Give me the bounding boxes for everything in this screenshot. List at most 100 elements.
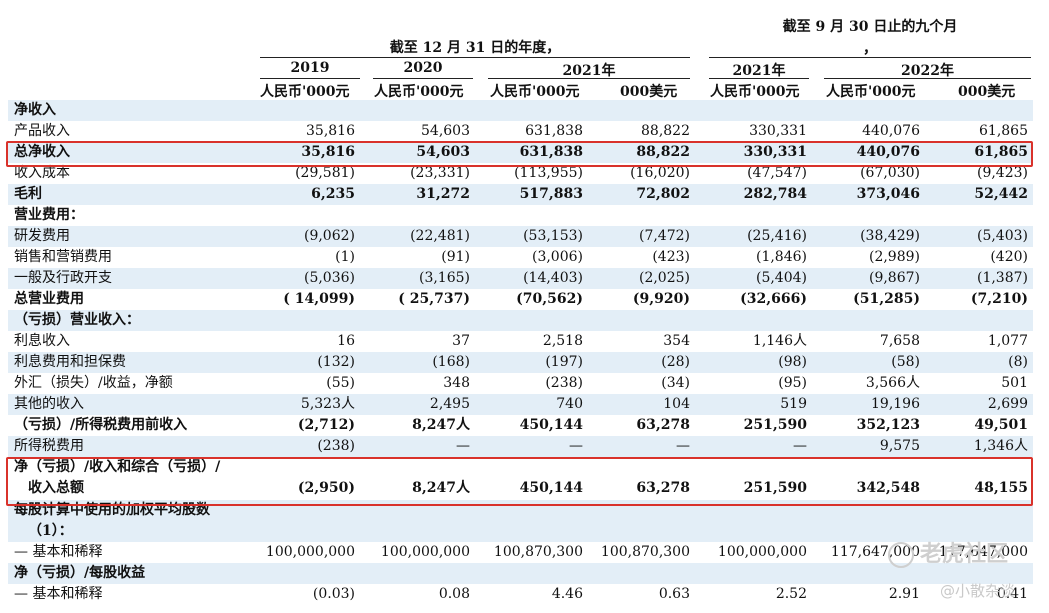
net-income-highlight [6,457,1033,506]
currency-header: 人民币'000元 [710,84,800,100]
value-cell: 450,144 [519,417,583,433]
value-cell: (3,006) [531,249,583,265]
value-cell: 54,603 [421,123,470,139]
nine-month-period-title: 截至 9 月 30 日止的九个月 [782,19,958,35]
value-cell: 61,865 [979,123,1028,139]
table-row: 所得税费用 (238) — — — — 9,575 1,346人 [8,436,1033,457]
value-cell: 88,822 [641,123,690,139]
value-cell: 501 [1001,375,1028,391]
value-cell: (5,404) [755,270,807,286]
value-cell: (238) [317,438,355,454]
value-cell: 100,000,000 [265,544,355,560]
value-cell: (9,062) [303,228,355,244]
value-cell: (29,581) [295,165,355,181]
value-cell: 450,144 [519,480,583,496]
value-cell: (51,285) [853,291,920,307]
year-rule-3 [488,78,690,79]
row-label: 所得税费用 [14,438,84,454]
row-label: 产品收入 [14,123,70,139]
value-cell: 100,870,300 [493,544,583,560]
row-label: （亏损）营业收入： [14,312,140,328]
value-cell: (9,920) [632,291,690,307]
row-label-continued: （1）： [28,523,73,539]
row-label: 净（亏损）/收入和综合（亏损）/ [14,459,221,475]
year-rule-2 [373,78,473,79]
value-cell: (2,989) [868,249,920,265]
table-row: 利息收入 16 37 2,518 354 1,146人 7,658 1,077 [8,331,1033,352]
value-cell: 373,046 [856,186,920,202]
row-label: （亏损）/所得税费用前收入 [14,417,188,433]
value-cell: (197) [545,354,583,370]
nine-month-period-comma: ， [863,41,877,57]
value-cell: (28) [661,354,690,370]
table-row: 利息费用和担保费 (132) (168) (197) (28) (98) (58) (8) [8,352,1033,373]
nine-title-rule [709,57,1031,58]
value-cell: 48,155 [974,480,1028,496]
value-cell: 1,146人 [752,333,807,349]
value-cell: 282,784 [743,186,807,202]
value-cell: 0.63 [658,586,690,602]
value-cell: (2,712) [297,417,355,433]
value-cell: 2,699 [987,396,1028,412]
row-label-continued: 收入总额 [28,480,84,496]
table-row: 总营业费用 ( 14,099) ( 25,737) (70,562) (9,920) (3… [8,289,1033,310]
value-cell: 2.52 [775,586,807,602]
value-cell: (168) [432,354,470,370]
value-cell: 330,331 [749,123,807,139]
value-cell: 440,076 [856,144,920,160]
value-cell: (423) [652,249,690,265]
row-label: 总营业费用 [14,291,84,307]
value-cell: (32,666) [740,291,807,307]
row-label: — 基本和稀释 [14,586,103,602]
year-2022-nine: 2022年 [901,63,954,79]
value-cell: 19,196 [871,396,920,412]
value-cell: (9,423) [976,165,1028,181]
value-cell: 4.46 [551,586,583,602]
value-cell: 117,647,000 [938,544,1028,560]
value-cell: 517,883 [519,186,583,202]
table-row: 净收入 [8,100,1033,121]
fy-title-rule [260,57,690,58]
value-cell: (0.03) [312,586,355,602]
value-cell: 16 [337,333,355,349]
year-2019: 2019 [290,60,330,76]
tiger-logo-icon [888,542,914,568]
value-cell: 8,247人 [412,417,470,433]
table-row: 外汇（损失）/收益，净额 (55) 348 (238) (34) (95) 3,566人 50… [8,373,1033,394]
table-row: 每股计算中使用的加权平均股数 （1）： [8,500,1033,542]
table-row: 净（亏损）/每股收益 [8,563,1033,584]
value-cell: 63,278 [636,417,690,433]
value-cell: (2,950) [297,480,355,496]
row-label: 利息收入 [14,333,70,349]
row-label: 外汇（损失）/收益，净额 [14,375,173,391]
row-label: 净（亏损）/每股收益 [14,565,146,581]
table-row: 销售和营销费用 (1) (91) (3,006) (423) (1,846) (2,989)… [8,247,1033,268]
value-cell: 9,575 [879,438,920,454]
value-cell: (38,429) [860,228,920,244]
table-row: （亏损）营业收入： [8,310,1033,331]
currency-header: 人民币'000元 [826,84,916,100]
row-label: — 基本和稀释 [14,544,103,560]
value-cell: — [456,438,470,454]
value-cell: 88,822 [636,144,690,160]
value-cell: (113,955) [514,165,583,181]
value-cell: (3,165) [418,270,470,286]
table-row: 总净收入 35,816 54,603 631,838 88,822 330,331 440,… [8,142,1033,163]
row-label: 一般及行政开支 [14,270,112,286]
year-2020: 2020 [403,60,443,76]
value-cell: 8,247人 [412,480,470,496]
total-net-revenue-highlight [6,141,1033,167]
value-cell: (34) [661,375,690,391]
value-cell: (9,867) [868,270,920,286]
table-row: 营业费用： [8,205,1033,226]
watermark-brand: 老虎社区 [888,536,1008,568]
fy-period-title: 截至 12 月 31 日的年度， [389,40,561,56]
value-cell: (238) [545,375,583,391]
value-cell: (16,020) [630,165,690,181]
value-cell: 342,548 [856,480,920,496]
currency-header: 人民币'000元 [260,84,350,100]
value-cell: — [569,438,583,454]
value-cell: (5,403) [976,228,1028,244]
value-cell: (67,030) [860,165,920,181]
value-cell: (7,210) [970,291,1028,307]
